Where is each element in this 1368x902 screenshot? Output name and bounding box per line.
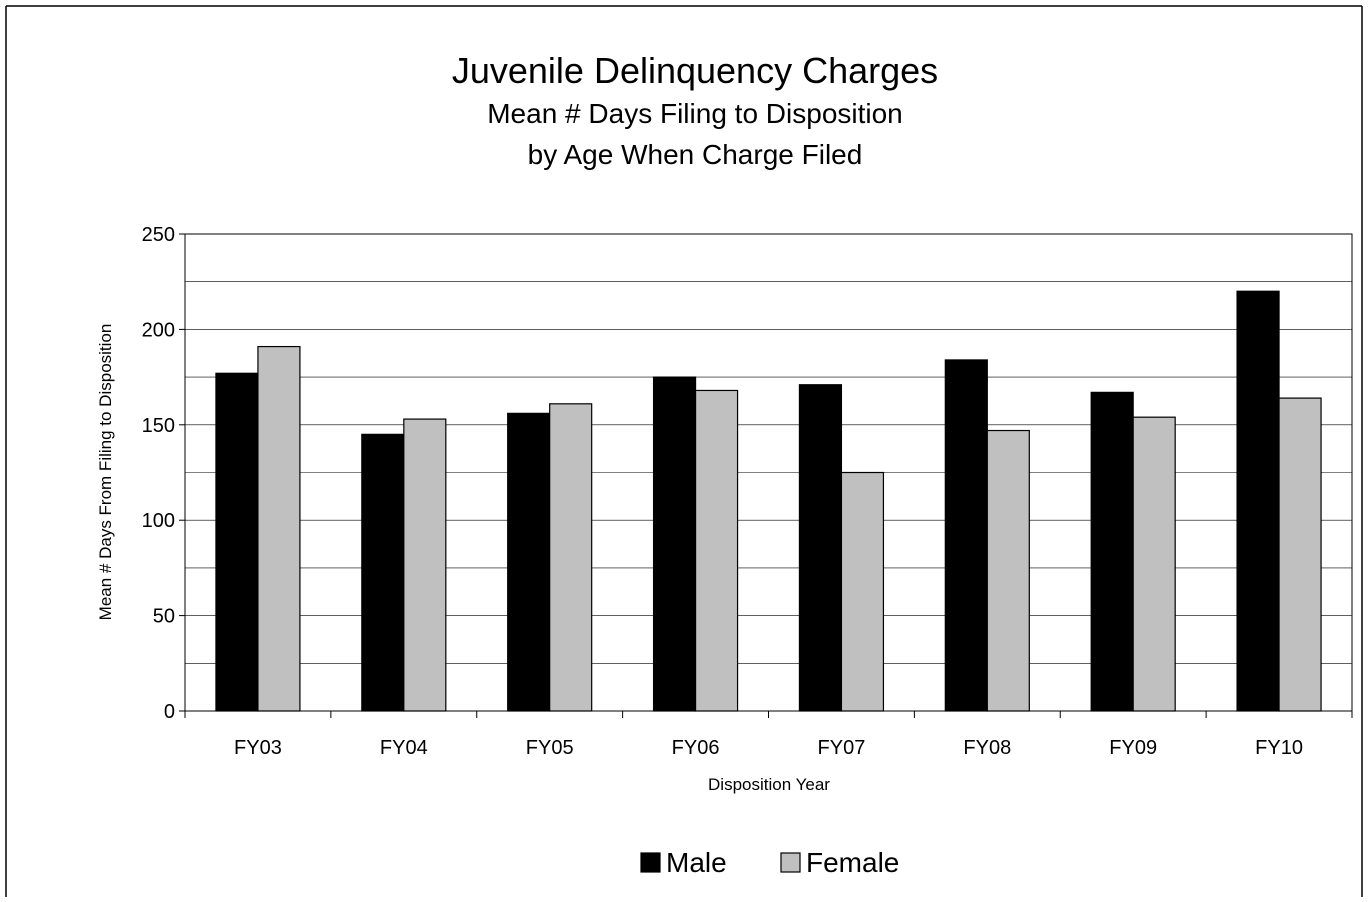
x-tick-label: FY06 bbox=[672, 737, 720, 759]
bar-female-fy05 bbox=[549, 403, 593, 712]
x-tick-label: FY03 bbox=[234, 737, 282, 759]
bar-female-fy07 bbox=[840, 471, 885, 712]
y-tick-label: 50 bbox=[153, 606, 175, 628]
y-tick-label: 200 bbox=[142, 319, 175, 341]
x-tick-label: FY04 bbox=[380, 737, 428, 759]
x-axis-label: Disposition Year bbox=[708, 775, 830, 794]
bars bbox=[215, 290, 1322, 712]
x-tick-label: FY10 bbox=[1255, 737, 1303, 759]
y-tick-label: 100 bbox=[142, 510, 175, 532]
legend-swatch-female bbox=[780, 852, 801, 873]
bar-female-fy08 bbox=[986, 429, 1030, 712]
bar-female-fy10 bbox=[1278, 397, 1322, 712]
y-tick-label: 150 bbox=[142, 415, 175, 437]
bar-male-fy09 bbox=[1090, 391, 1134, 712]
bar-male-fy04 bbox=[361, 433, 405, 712]
bar-male-fy08 bbox=[944, 359, 988, 712]
x-tick-label: FY07 bbox=[818, 737, 866, 759]
axes: 0 50 100 150 200 250 FY03 FY04 FY05 FY06 FY07 FY08 F… bbox=[142, 224, 1353, 759]
bar-female-fy06 bbox=[694, 389, 739, 712]
legend-swatch-male bbox=[640, 852, 661, 873]
y-tick-label: 0 bbox=[164, 701, 175, 723]
chart-subtitle-line-2: by Age When Charge Filed bbox=[528, 139, 863, 170]
bar-male-fy10 bbox=[1236, 290, 1280, 712]
bar-male-fy03 bbox=[215, 372, 259, 712]
chart-title: Juvenile Delinquency Charges bbox=[452, 50, 938, 91]
bar-male-fy06 bbox=[652, 376, 697, 712]
legend-label-female: Female bbox=[806, 847, 899, 878]
bar-male-fy07 bbox=[798, 384, 843, 712]
x-tick-label: FY08 bbox=[963, 737, 1011, 759]
gridlines bbox=[185, 281, 1352, 664]
bar-male-fy05 bbox=[507, 412, 551, 712]
bar-female-fy09 bbox=[1132, 416, 1176, 712]
legend-label-male: Male bbox=[666, 847, 727, 878]
x-tick-label: FY09 bbox=[1109, 737, 1157, 759]
bar-female-fy03 bbox=[257, 345, 301, 712]
bar-female-fy04 bbox=[403, 418, 447, 712]
chart-subtitle-line-1: Mean # Days Filing to Disposition bbox=[487, 98, 903, 129]
y-tick-label: 250 bbox=[142, 224, 175, 246]
y-axis-label: Mean # Days From Filing to Disposition bbox=[96, 324, 115, 621]
x-tick-label: FY05 bbox=[526, 737, 574, 759]
legend: Male Female bbox=[640, 847, 899, 878]
